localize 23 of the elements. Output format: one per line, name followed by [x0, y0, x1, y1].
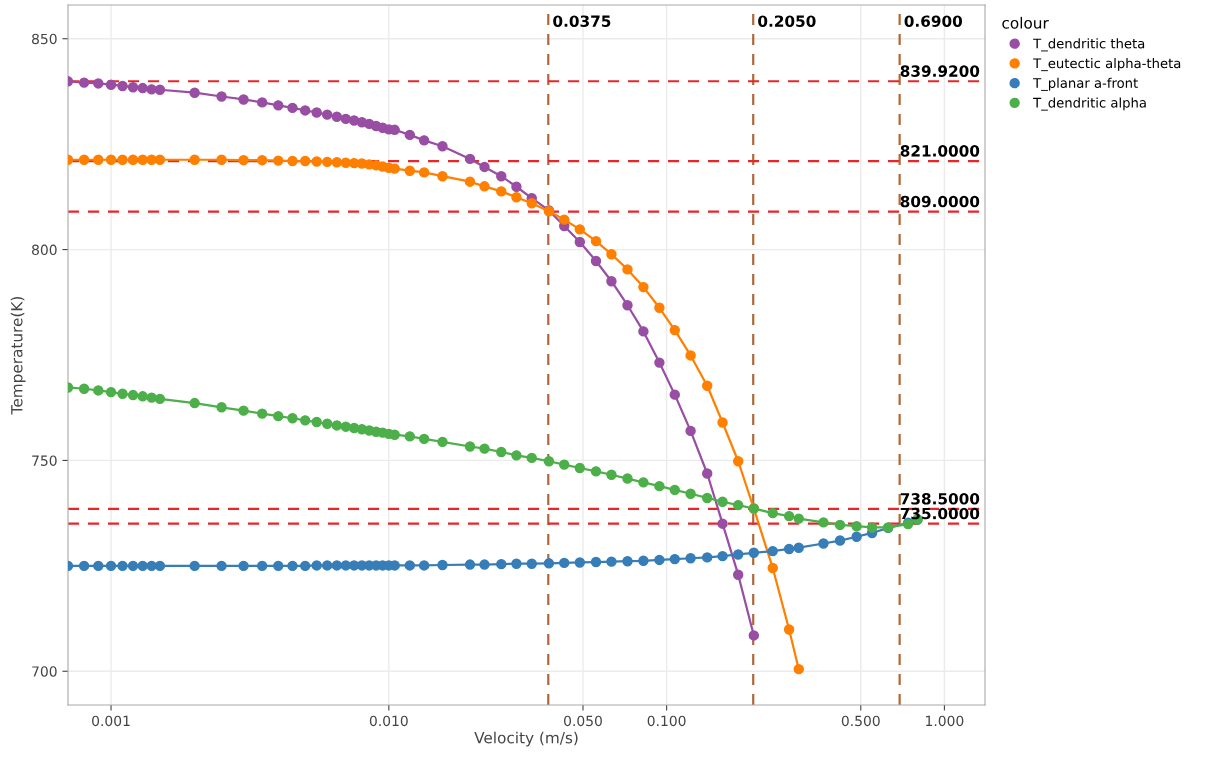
y-tick-label: 750 — [32, 455, 57, 466]
y-axis-title: Temperature(K) — [10, 296, 26, 415]
y-tick-label: 800 — [32, 244, 57, 256]
legend-title: colour — [1002, 16, 1049, 29]
y-tick-label: 850 — [32, 33, 57, 45]
legend-label: T_dendritic alpha — [1033, 97, 1146, 111]
x-tick-label: 0.010 — [369, 715, 408, 727]
ref-line-label: 0.0375 — [553, 15, 611, 27]
x-tick-label: 0.500 — [841, 715, 880, 727]
legend-label: T_eutectic alpha-theta — [1033, 57, 1181, 72]
ref-line-label: 0.6900 — [904, 15, 963, 27]
x-tick-label: 0.100 — [647, 715, 686, 727]
ref-line-label: 821.0000 — [900, 145, 980, 157]
x-tick-label: 0.050 — [564, 715, 602, 727]
x-axis-title: Velocity (m/s) — [474, 731, 578, 747]
ref-line-label: 839.9200 — [900, 65, 980, 77]
ref-line-label: 0.2050 — [758, 15, 816, 27]
x-tick-label: 1.000 — [926, 715, 964, 727]
x-tick-label: 0.001 — [92, 715, 130, 727]
legend-label: T_planar a-front — [1033, 77, 1138, 91]
y-tick-label: 700 — [32, 666, 57, 677]
ref-line-label: 735.0000 — [900, 507, 980, 520]
legend-label: T_dendritic theta — [1033, 38, 1145, 52]
